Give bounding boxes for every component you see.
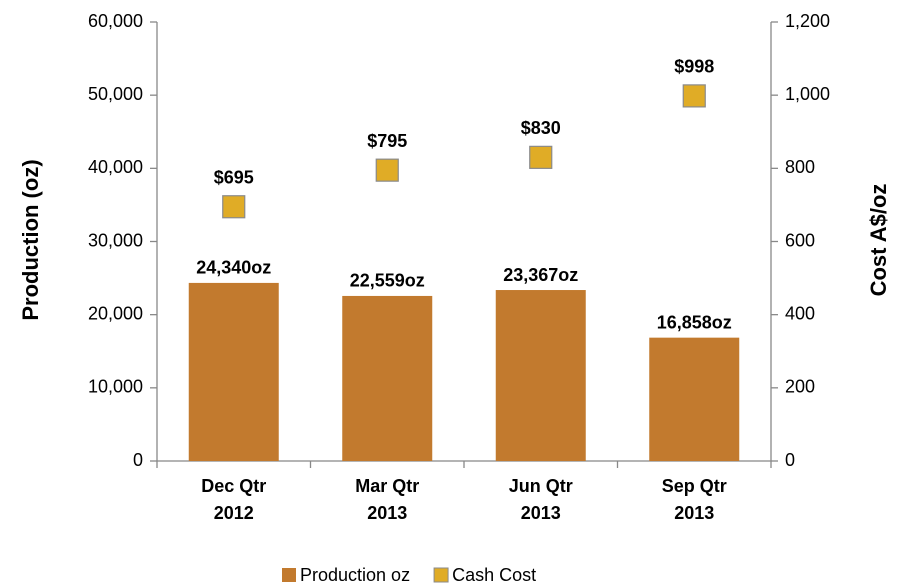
- x-tick-label-line: 2013: [674, 503, 714, 523]
- y2-axis-title: Cost A$/oz: [866, 184, 891, 297]
- marker-value-label: $795: [367, 131, 407, 151]
- bar-value-label: 16,858oz: [657, 312, 732, 332]
- marker-value-label: $695: [214, 167, 254, 187]
- y-tick-label: 60,000: [88, 11, 143, 31]
- y2-tick-label: 1,200: [785, 11, 830, 31]
- marker: [529, 145, 553, 169]
- marker-value-label: $830: [521, 118, 561, 138]
- marker: [375, 158, 399, 182]
- bar-value-label: 22,559oz: [350, 271, 425, 291]
- y2-tick-label: 600: [785, 230, 815, 250]
- x-tick-label-line: 2013: [367, 503, 407, 523]
- marker: [222, 195, 246, 219]
- y-tick-label: 20,000: [88, 303, 143, 323]
- y-axis-title: Production (oz): [18, 159, 43, 320]
- x-tick-label-line: Dec Qtr: [201, 476, 266, 496]
- x-tick-label-line: Jun Qtr: [509, 476, 573, 496]
- legend-label: Production oz: [300, 565, 410, 585]
- x-tick-label: Jun Qtr 2013: [509, 476, 573, 523]
- marker-value-label: $998: [674, 57, 714, 77]
- legend-swatch: [282, 568, 296, 582]
- marker: [682, 84, 706, 108]
- y2-tick-label: 400: [785, 303, 815, 323]
- x-tick-label-line: Sep Qtr: [662, 476, 727, 496]
- bar-value-label: 24,340oz: [196, 258, 271, 278]
- x-tick-label-line: Mar Qtr: [355, 476, 419, 496]
- y-tick-label: 50,000: [88, 84, 143, 104]
- legend-swatch: [433, 567, 449, 583]
- y-tick-label: 30,000: [88, 230, 143, 250]
- y-tick-label: 40,000: [88, 157, 143, 177]
- y-tick-label: 10,000: [88, 377, 143, 397]
- y-tick-label: 0: [133, 450, 143, 470]
- legend-label: Cash Cost: [452, 565, 536, 585]
- bar: [495, 290, 586, 461]
- bar-value-label: 23,367oz: [503, 265, 578, 285]
- bar: [188, 282, 279, 461]
- bar: [342, 295, 433, 461]
- x-tick-label: Dec Qtr 2012: [201, 476, 266, 523]
- x-tick-label: Mar Qtr 2013: [355, 476, 419, 523]
- y2-tick-label: 200: [785, 377, 815, 397]
- x-tick-label: Sep Qtr 2013: [662, 476, 727, 523]
- x-tick-label-line: 2013: [521, 503, 561, 523]
- y2-tick-label: 800: [785, 157, 815, 177]
- y2-tick-label: 0: [785, 450, 795, 470]
- bar: [649, 337, 740, 461]
- y2-tick-label: 1,000: [785, 84, 830, 104]
- x-tick-label-line: 2012: [214, 503, 254, 523]
